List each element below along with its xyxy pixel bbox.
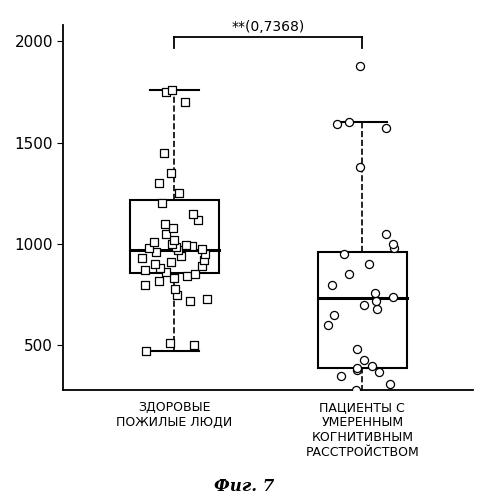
Point xyxy=(162,220,169,228)
Point xyxy=(382,230,390,238)
Point xyxy=(152,248,160,256)
Point xyxy=(353,346,361,354)
Point xyxy=(189,210,197,218)
Point xyxy=(158,200,165,207)
Point xyxy=(375,368,383,376)
Point xyxy=(172,243,180,251)
Point xyxy=(371,288,379,296)
Point xyxy=(373,305,381,313)
Point xyxy=(330,311,338,319)
Point xyxy=(200,256,208,264)
Point xyxy=(328,280,336,288)
Point xyxy=(155,276,163,284)
Point xyxy=(188,242,196,250)
Point xyxy=(167,169,175,177)
Point xyxy=(186,297,194,305)
Point xyxy=(372,297,380,305)
Point xyxy=(356,62,364,70)
Point xyxy=(173,290,181,298)
Point xyxy=(389,240,397,248)
Bar xyxy=(318,252,407,368)
Point xyxy=(174,246,182,254)
Point xyxy=(151,260,159,268)
Point xyxy=(389,292,397,300)
Point xyxy=(203,295,211,303)
Point xyxy=(357,163,365,171)
Point xyxy=(169,224,177,232)
Point xyxy=(156,264,164,272)
Point xyxy=(333,120,341,128)
Bar xyxy=(130,200,219,274)
Point xyxy=(390,244,398,252)
Point xyxy=(191,270,199,278)
Point xyxy=(167,258,175,266)
Point xyxy=(199,262,206,270)
Point xyxy=(182,241,190,249)
Text: **(0,7368): **(0,7368) xyxy=(232,20,305,34)
Point xyxy=(161,149,168,157)
Point xyxy=(171,284,179,292)
Point xyxy=(142,280,149,288)
Point xyxy=(138,254,146,262)
Point xyxy=(168,240,176,248)
Text: Фиг. 7: Фиг. 7 xyxy=(214,478,274,495)
Point xyxy=(360,356,368,364)
Point xyxy=(199,245,206,253)
Point xyxy=(178,252,185,260)
Point xyxy=(145,244,153,252)
Point xyxy=(166,340,174,347)
Point xyxy=(183,272,191,280)
Point xyxy=(365,260,372,268)
Point xyxy=(367,362,375,370)
Point xyxy=(162,88,169,96)
Point xyxy=(353,366,361,374)
Point xyxy=(325,321,332,329)
Point xyxy=(340,250,348,258)
Point xyxy=(202,250,209,258)
Point xyxy=(170,274,178,282)
Point xyxy=(353,364,361,372)
Point xyxy=(346,118,353,126)
Point xyxy=(337,372,345,380)
Point xyxy=(386,380,394,388)
Point xyxy=(163,268,170,276)
Point xyxy=(373,396,381,404)
Point xyxy=(382,124,389,132)
Point xyxy=(352,386,360,394)
Point xyxy=(168,86,176,94)
Point xyxy=(360,301,368,309)
Point xyxy=(141,266,149,274)
Point xyxy=(142,348,149,356)
Point xyxy=(194,216,202,224)
Point xyxy=(170,236,178,244)
Point xyxy=(155,179,163,187)
Point xyxy=(346,270,353,278)
Point xyxy=(190,342,198,349)
Point xyxy=(150,238,158,246)
Point xyxy=(176,190,183,198)
Point xyxy=(162,230,170,238)
Point xyxy=(182,98,189,106)
